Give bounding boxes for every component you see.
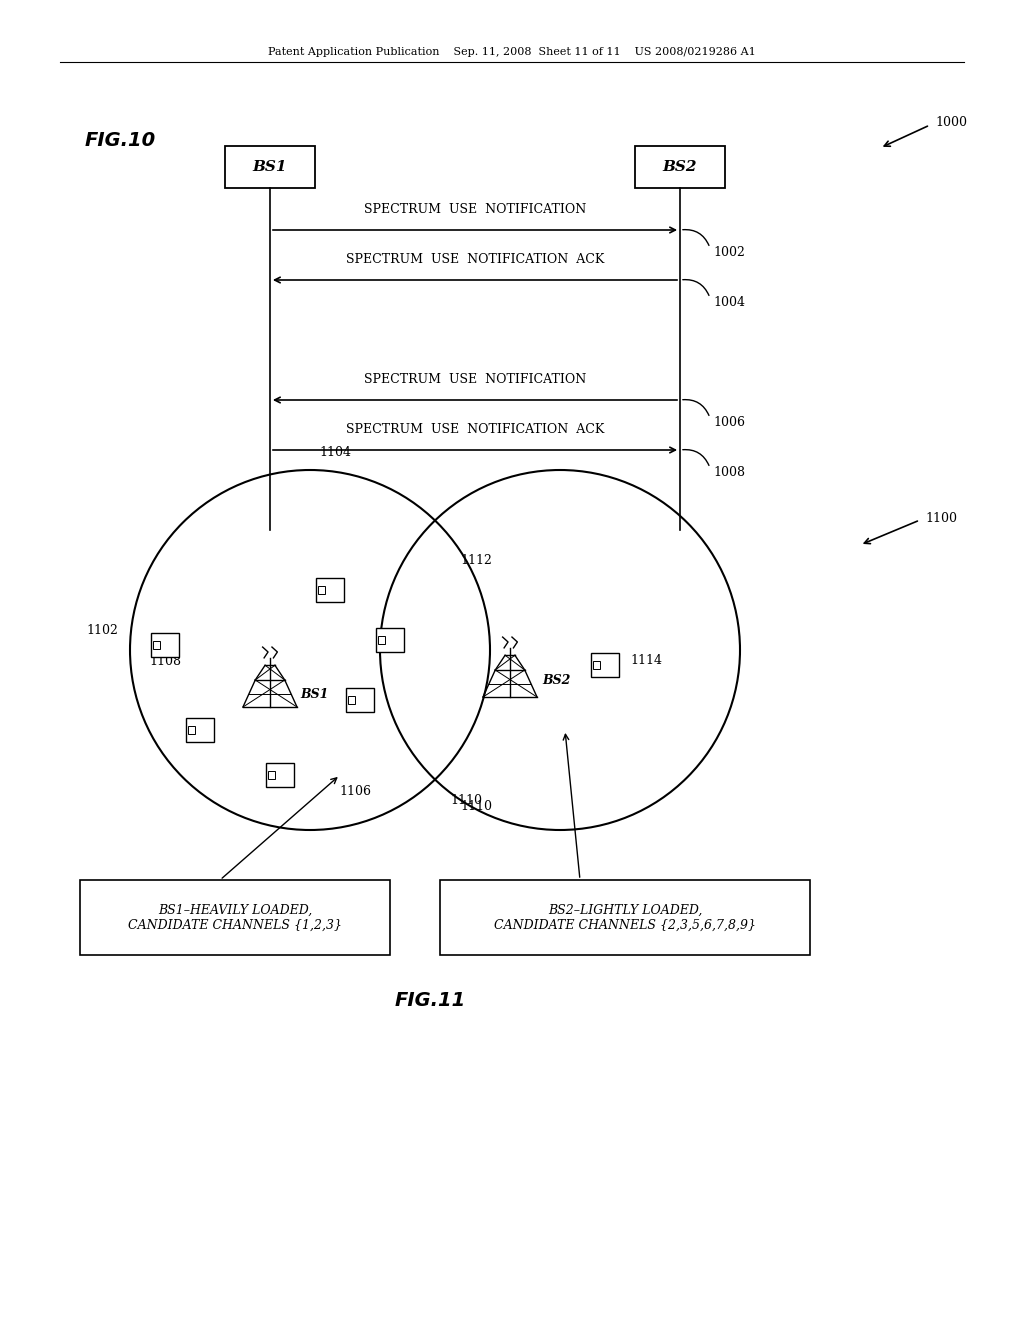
Text: BS2–LIGHTLY LOADED,
CANDIDATE CHANNELS {2,3,5,6,7,8,9}: BS2–LIGHTLY LOADED, CANDIDATE CHANNELS {… [494,903,756,932]
Text: 1000: 1000 [935,116,967,128]
FancyBboxPatch shape [635,147,725,187]
Text: 1004: 1004 [713,296,745,309]
Text: BS2: BS2 [663,160,697,174]
FancyBboxPatch shape [591,653,620,677]
Text: SPECTRUM  USE  NOTIFICATION  ACK: SPECTRUM USE NOTIFICATION ACK [346,422,604,436]
Text: SPECTRUM  USE  NOTIFICATION: SPECTRUM USE NOTIFICATION [364,374,586,385]
Text: BS1: BS1 [300,689,329,701]
Text: 1110: 1110 [450,793,482,807]
Text: 1110: 1110 [460,800,492,813]
FancyBboxPatch shape [317,586,326,594]
FancyBboxPatch shape [376,628,404,652]
Text: 1006: 1006 [713,416,745,429]
Text: 1100: 1100 [925,511,957,524]
Text: 1002: 1002 [713,246,744,259]
Text: FIG.10: FIG.10 [85,131,157,149]
FancyBboxPatch shape [346,688,375,711]
FancyBboxPatch shape [151,632,179,657]
Text: 1104: 1104 [319,446,351,458]
Text: 1008: 1008 [713,466,745,479]
Text: FIG.11: FIG.11 [394,990,466,1010]
Text: Patent Application Publication    Sep. 11, 2008  Sheet 11 of 11    US 2008/02192: Patent Application Publication Sep. 11, … [268,48,756,57]
FancyBboxPatch shape [378,636,385,644]
FancyBboxPatch shape [593,660,600,669]
FancyBboxPatch shape [348,696,355,705]
FancyBboxPatch shape [267,771,275,779]
Text: 1112: 1112 [460,553,492,566]
Text: BS1–HEAVILY LOADED,
CANDIDATE CHANNELS {1,2,3}: BS1–HEAVILY LOADED, CANDIDATE CHANNELS {… [128,903,342,932]
Text: SPECTRUM  USE  NOTIFICATION  ACK: SPECTRUM USE NOTIFICATION ACK [346,253,604,267]
Text: 1106: 1106 [339,785,371,799]
FancyBboxPatch shape [80,880,390,954]
Text: BS2: BS2 [542,673,570,686]
FancyBboxPatch shape [265,763,294,787]
FancyBboxPatch shape [440,880,810,954]
Text: 1102: 1102 [86,623,118,636]
Text: BS1: BS1 [253,160,288,174]
FancyBboxPatch shape [225,147,315,187]
FancyBboxPatch shape [153,640,161,649]
Text: SPECTRUM  USE  NOTIFICATION: SPECTRUM USE NOTIFICATION [364,203,586,216]
Text: 1114: 1114 [630,653,662,667]
FancyBboxPatch shape [187,726,196,734]
Text: 1108: 1108 [150,655,181,668]
FancyBboxPatch shape [315,578,344,602]
FancyBboxPatch shape [185,718,214,742]
